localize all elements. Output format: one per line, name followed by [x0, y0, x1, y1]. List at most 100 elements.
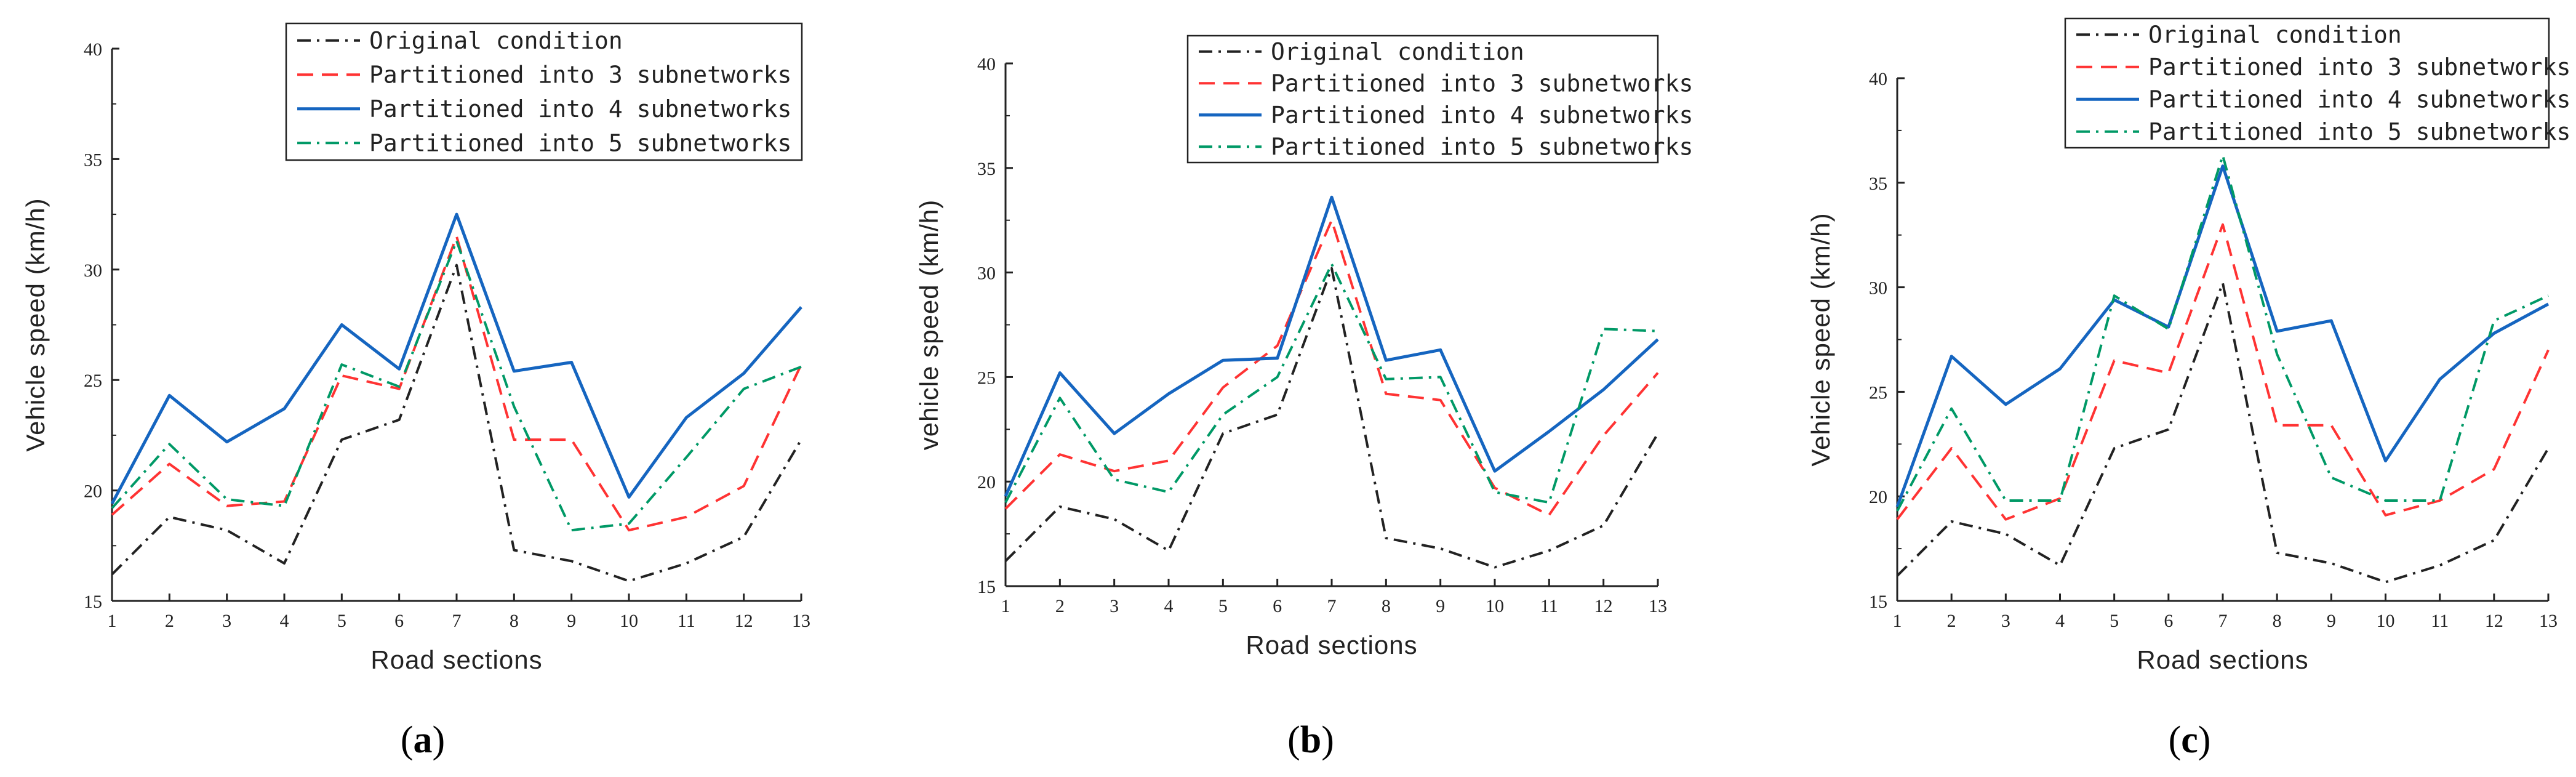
- y-tick-label: 25: [977, 368, 996, 388]
- x-tick-label: 7: [2218, 611, 2228, 631]
- legend-label-4: Partitioned into 5 subnetworks: [1271, 133, 1693, 160]
- x-tick-label: 12: [735, 611, 753, 631]
- y-tick-label: 25: [84, 371, 102, 391]
- legend-box: [1186, 34, 1659, 164]
- panel-label-char: ): [2198, 719, 2211, 761]
- legend-label-2: Partitioned into 3 subnetworks: [1271, 70, 1693, 97]
- legend: Original condition Partitioned into 3 sub…: [285, 22, 803, 161]
- y-tick-label: 15: [1869, 592, 1887, 612]
- x-tick-label: 10: [1486, 596, 1504, 616]
- series-line-4: [1004, 263, 1658, 504]
- legend-label-2: Partitioned into 3 subnetworks: [2148, 54, 2570, 81]
- x-tick-label: 1: [1001, 596, 1010, 616]
- series-line-2: [111, 235, 802, 532]
- series-line-3: [110, 212, 802, 505]
- y-tick-label: 35: [84, 150, 102, 170]
- legend-label-3: Partitioned into 4 subnetworks: [369, 95, 791, 123]
- y-tick-label: 20: [84, 481, 102, 502]
- y-tick-label: 15: [977, 577, 996, 597]
- panel-label: (c): [2169, 719, 2211, 761]
- x-tick-label: 6: [1273, 596, 1282, 616]
- y-axis-title: Vehicle speed (km/h): [21, 198, 50, 451]
- y-tick-label: 20: [977, 472, 996, 493]
- x-tick-label: 1: [1893, 611, 1902, 631]
- legend-label-4: Partitioned into 5 subnetworks: [2148, 118, 2570, 145]
- x-tick-label: 7: [452, 611, 462, 631]
- series-line-4: [111, 240, 802, 532]
- legend-label-4: Partitioned into 5 subnetworks: [369, 129, 791, 156]
- x-tick-label: 11: [2431, 611, 2449, 631]
- x-tick-label: 2: [1947, 611, 1956, 631]
- panel-label-char: (: [1287, 719, 1300, 761]
- x-tick-label: 9: [567, 611, 576, 631]
- y-tick-label: 40: [84, 39, 102, 60]
- x-tick-label: 2: [1055, 596, 1065, 616]
- panel-label: (a): [401, 719, 445, 761]
- legend: Original condition Partitioned into 3 sub…: [2064, 17, 2570, 149]
- x-tick-label: 4: [2055, 611, 2065, 631]
- legend-label-1: Original condition: [369, 27, 623, 54]
- series-line-1: [1896, 281, 2550, 584]
- x-tick-label: 10: [2377, 611, 2395, 631]
- x-axis-title: Road sections: [1246, 630, 1417, 659]
- panel-label-char: c: [2181, 719, 2198, 761]
- series-line-2: [1004, 219, 1659, 517]
- legend-label-1: Original condition: [1271, 38, 1524, 65]
- x-tick-label: 13: [1649, 596, 1667, 616]
- x-tick-label: 3: [222, 611, 231, 631]
- x-tick-label: 7: [1327, 596, 1337, 616]
- panel-label-char: ): [1321, 719, 1334, 761]
- legend-box: [285, 22, 803, 161]
- x-tick-label: 8: [510, 611, 519, 631]
- x-tick-label: 12: [2485, 611, 2503, 631]
- y-tick-label: 40: [1869, 69, 1887, 89]
- legend-label-2: Partitioned into 3 subnetworks: [369, 61, 791, 88]
- y-axis-title: vehicle speed (km/h): [914, 199, 943, 451]
- x-tick-label: 4: [280, 611, 289, 631]
- x-tick-label: 11: [1540, 596, 1558, 616]
- x-axis-title: Road sections: [370, 645, 542, 674]
- x-tick-label: 6: [394, 611, 404, 631]
- y-tick-label: 20: [1869, 487, 1887, 507]
- x-tick-label: 8: [1382, 596, 1391, 616]
- x-tick-label: 5: [2110, 611, 2119, 631]
- panel-label-char: (: [401, 719, 414, 761]
- x-tick-label: 2: [165, 611, 174, 631]
- x-tick-label: 10: [620, 611, 638, 631]
- legend-label-3: Partitioned into 4 subnetworks: [1271, 102, 1693, 129]
- x-tick-label: 3: [1110, 596, 1119, 616]
- series-line-2: [1896, 223, 2550, 521]
- legend-label-1: Original condition: [2148, 21, 2402, 48]
- x-tick-label: 9: [2327, 611, 2336, 631]
- x-axis-title: Road sections: [2137, 645, 2308, 674]
- panel-label-char: (: [2169, 719, 2182, 761]
- x-tick-label: 1: [108, 611, 117, 631]
- x-tick-label: 11: [678, 611, 695, 631]
- y-tick-label: 30: [84, 260, 102, 281]
- x-tick-label: 3: [2001, 611, 2010, 631]
- legend: Original condition Partitioned into 3 sub…: [1186, 34, 1693, 164]
- y-tick-label: 30: [1869, 278, 1887, 299]
- y-tick-label: 35: [1869, 174, 1887, 194]
- panel-label-char: b: [1300, 719, 1321, 761]
- y-tick-label: 35: [977, 159, 996, 179]
- series-line-3: [1895, 164, 2550, 508]
- y-tick-label: 25: [1869, 382, 1887, 403]
- x-tick-label: 5: [337, 611, 346, 631]
- x-tick-label: 13: [792, 611, 810, 631]
- x-tick-label: 8: [2273, 611, 2282, 631]
- panel-label: (b): [1287, 719, 1334, 761]
- panel-label-char: ): [433, 719, 446, 761]
- x-tick-label: 6: [2164, 611, 2173, 631]
- x-tick-label: 4: [1164, 596, 1174, 616]
- x-tick-label: 12: [1594, 596, 1613, 616]
- y-axis-title: Vehicle speed (km/h): [1806, 212, 1835, 466]
- series-line-1: [1004, 267, 1659, 569]
- series-line-4: [1896, 154, 2549, 512]
- legend-label-3: Partitioned into 4 subnetworks: [2148, 86, 2570, 113]
- x-tick-label: 9: [1436, 596, 1445, 616]
